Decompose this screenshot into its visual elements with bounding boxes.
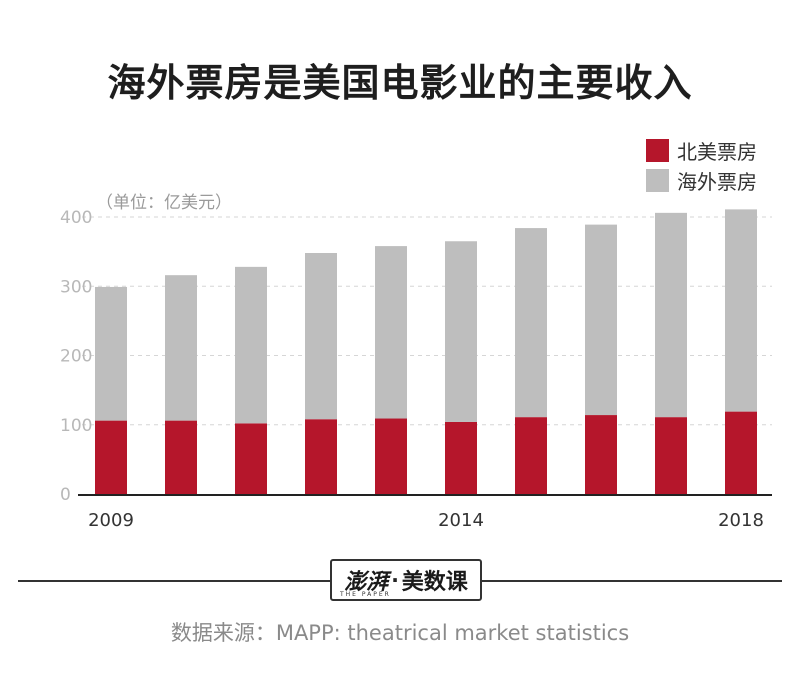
bar-overseas-2011 — [235, 266, 267, 424]
bar-overseas-2017 — [655, 212, 687, 418]
unit-label: （单位：亿美元） — [96, 193, 232, 213]
y-tick-label-200: 200 — [60, 347, 92, 367]
x-tick-label-2018: 2018 — [718, 510, 764, 531]
bar-overseas-2009 — [95, 286, 127, 421]
y-tick-label-0: 0 — [60, 485, 71, 505]
x-tick-label-2014: 2014 — [438, 510, 484, 531]
bar-domestic-2017 — [655, 417, 687, 494]
legend-swatch-domestic — [646, 138, 669, 162]
y-tick-label-300: 300 — [60, 277, 92, 297]
legend-item-domestic: 北美票房 — [646, 135, 757, 165]
legend-item-overseas: 海外票房 — [646, 165, 757, 195]
footer-divider-right — [482, 580, 782, 582]
logo-name: 美数课 — [401, 570, 468, 595]
legend: 北美票房 海外票房 — [646, 135, 757, 195]
x-tick-label-2009: 2009 — [88, 510, 134, 531]
bar-domestic-2016 — [585, 415, 617, 494]
bar-overseas-2014 — [445, 241, 477, 422]
y-tick-label-100: 100 — [60, 416, 92, 436]
bar-overseas-2010 — [165, 275, 197, 421]
logo-sub: THE PAPER — [340, 591, 391, 598]
bar-overseas-2012 — [305, 253, 337, 420]
bar-overseas-2015 — [515, 228, 547, 418]
bar-domestic-2011 — [235, 423, 267, 494]
brand-logo: 澎湃 · 美数课 THE PAPER — [330, 559, 482, 601]
bar-domestic-2014 — [445, 421, 477, 494]
bar-domestic-2018 — [725, 411, 757, 494]
bar-overseas-2016 — [585, 224, 617, 416]
legend-label-overseas: 海外票房 — [677, 169, 757, 194]
bar-domestic-2013 — [375, 418, 407, 494]
bar-domestic-2010 — [165, 420, 197, 494]
chart-title: 海外票房是美国电影业的主要收入 — [107, 61, 693, 105]
source-note: 数据来源：MAPP: theatrical market statistics — [170, 621, 630, 645]
bar-overseas-2013 — [375, 246, 407, 419]
logo-mark: 澎湃 — [344, 569, 389, 595]
bar-domestic-2012 — [305, 419, 337, 494]
bar-overseas-2018 — [725, 209, 757, 412]
bar-domestic-2009 — [95, 420, 127, 494]
legend-swatch-overseas — [646, 168, 669, 192]
y-tick-label-400: 400 — [60, 208, 92, 228]
legend-label-domestic: 北美票房 — [677, 139, 757, 164]
bar-chart: 0 100 200 300 400 2009 2014 2018 — [60, 208, 772, 531]
logo-dot: · — [391, 568, 399, 592]
bar-domestic-2015 — [515, 417, 547, 494]
footer-divider-left — [18, 580, 330, 582]
